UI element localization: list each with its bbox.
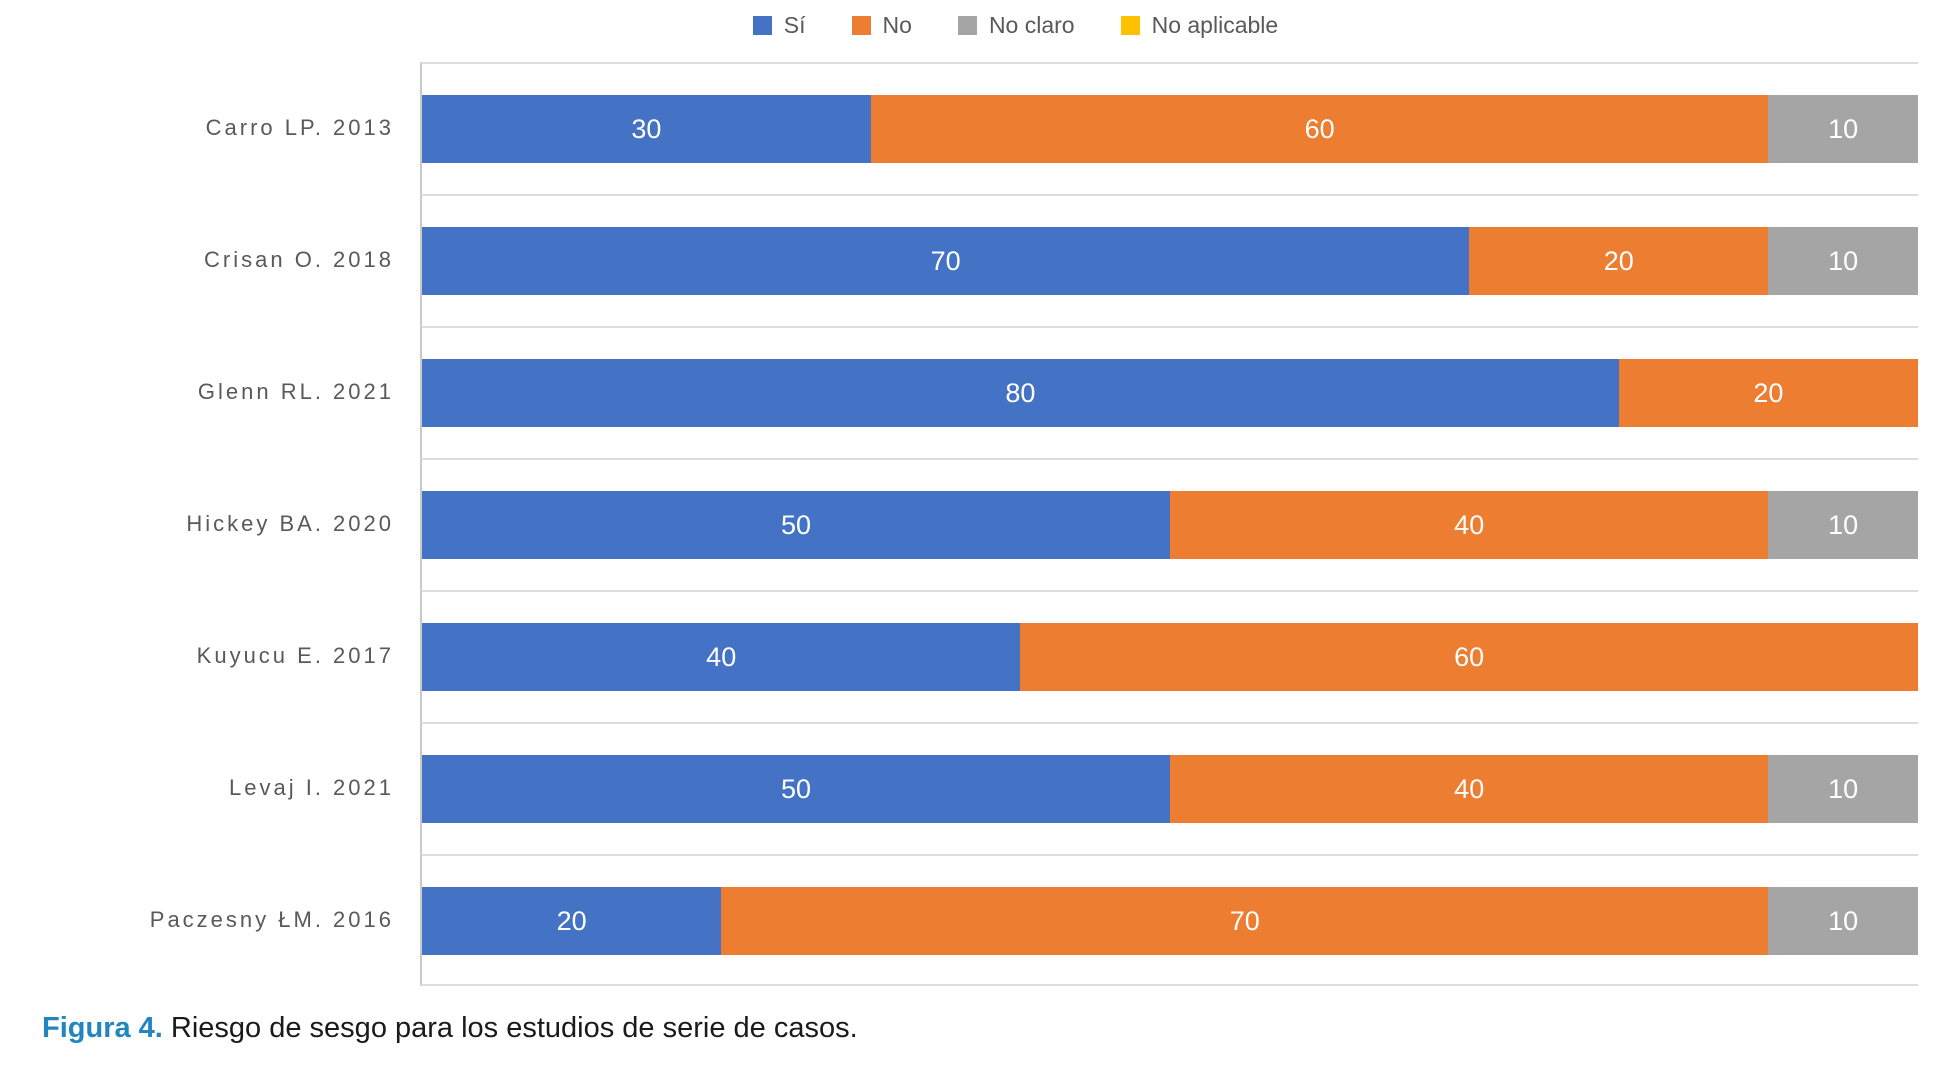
chart-row: Crisan O. 2018 70 20 10 — [0, 194, 1918, 326]
bar-segment-no: 20 — [1618, 359, 1918, 427]
bar-segment-no: 20 — [1469, 227, 1769, 295]
bar-value-label: 10 — [1828, 773, 1859, 804]
bar-segment-no: 70 — [721, 887, 1769, 955]
bar-segment-no-claro: 10 — [1768, 95, 1918, 163]
category-label: Kuyucu E. 2017 — [196, 643, 394, 668]
bar-track: 50 40 10 — [420, 722, 1918, 854]
stacked-bar: 30 60 10 — [422, 95, 1918, 163]
legend-item-si: Sí — [752, 12, 806, 39]
bar-track: 50 40 10 — [420, 458, 1918, 590]
stacked-bar: 20 70 10 — [422, 887, 1918, 955]
category-label: Carro LP. 2013 — [205, 115, 394, 140]
bar-track: 70 20 10 — [420, 194, 1918, 326]
stacked-bar: 50 40 10 — [422, 491, 1918, 559]
category-label: Crisan O. 2018 — [204, 247, 394, 272]
bar-track: 80 20 — [420, 326, 1918, 458]
bar-value-label: 80 — [1005, 377, 1036, 408]
bar-value-label: 40 — [706, 641, 737, 672]
figure-caption-text: Riesgo de sesgo para los estudios de ser… — [162, 1012, 858, 1044]
bar-segment-si: 70 — [422, 227, 1470, 295]
legend-label-no: No — [882, 12, 912, 38]
bar-value-label: 20 — [1753, 377, 1784, 408]
stacked-bar: 50 40 10 — [422, 755, 1918, 823]
bar-value-label: 30 — [631, 113, 662, 144]
figure-caption-label: Figura 4. — [42, 1012, 163, 1044]
bar-segment-si: 20 — [422, 887, 722, 955]
chart-row: Kuyucu E. 2017 40 60 — [0, 590, 1918, 722]
stacked-bar: 80 20 — [422, 359, 1918, 427]
category-label: Hickey BA. 2020 — [186, 511, 394, 536]
stacked-bar-chart: Carro LP. 2013 30 60 10 Crisan O. 2018 70 20 10… — [0, 62, 1918, 986]
bar-value-label: 10 — [1828, 245, 1859, 276]
chart-row: Hickey BA. 2020 50 40 10 — [0, 458, 1918, 590]
bar-track: 40 60 — [420, 590, 1918, 722]
bar-segment-no-claro: 10 — [1768, 755, 1918, 823]
bar-segment-si: 50 — [422, 755, 1170, 823]
bar-segment-si: 50 — [422, 491, 1170, 559]
bar-value-label: 40 — [1454, 509, 1485, 540]
bar-value-label: 50 — [780, 509, 812, 540]
legend-swatch-no-aplicable-icon — [1120, 16, 1140, 35]
stacked-bar: 40 60 — [422, 623, 1918, 691]
bar-segment-no: 40 — [1170, 491, 1769, 559]
category-label: Glenn RL. 2021 — [197, 379, 394, 404]
figure-caption: Figura 4. Riesgo de sesgo para los estud… — [42, 1012, 858, 1045]
bar-value-label: 70 — [1229, 905, 1260, 936]
category-label: Paczesny ŁM. 2016 — [149, 907, 394, 932]
bar-segment-no: 60 — [1020, 623, 1918, 691]
bar-value-label: 20 — [556, 905, 587, 936]
bar-segment-si: 80 — [422, 359, 1619, 427]
bar-segment-no-claro: 10 — [1768, 227, 1918, 295]
chart-rows: Carro LP. 2013 30 60 10 Crisan O. 2018 70 20 10… — [0, 62, 1918, 986]
bar-value-label: 20 — [1603, 245, 1634, 276]
category-label: Levaj I. 2021 — [229, 775, 394, 800]
bar-segment-no: 60 — [870, 95, 1769, 163]
chart-legend: Sí No No claro No aplicable — [44, 12, 1943, 39]
legend-label-no-claro: No claro — [988, 12, 1075, 38]
chart-row: Levaj I. 2021 50 40 10 — [0, 722, 1918, 854]
chart-row: Paczesny ŁM. 2016 20 70 10 — [0, 854, 1918, 986]
legend-swatch-si-icon — [752, 16, 772, 35]
legend-swatch-no-icon — [851, 16, 871, 35]
bar-value-label: 10 — [1828, 905, 1859, 936]
bar-value-label: 60 — [1454, 641, 1485, 672]
bar-value-label: 40 — [1454, 773, 1485, 804]
bar-value-label: 70 — [930, 245, 961, 276]
bar-value-label: 10 — [1828, 509, 1859, 540]
bar-value-label: 10 — [1828, 113, 1859, 144]
bar-track: 20 70 10 — [420, 854, 1918, 986]
legend-label-no-aplicable: No aplicable — [1151, 12, 1279, 38]
bar-value-label: 50 — [780, 773, 812, 804]
legend-item-no-claro: No claro — [957, 12, 1075, 39]
bar-segment-no-claro: 10 — [1768, 887, 1918, 955]
bar-segment-si: 40 — [422, 623, 1021, 691]
legend-swatch-no-claro-icon — [957, 16, 977, 35]
chart-row: Carro LP. 2013 30 60 10 — [0, 62, 1918, 194]
chart-row: Glenn RL. 2021 80 20 — [0, 326, 1918, 458]
bar-value-label: 60 — [1304, 113, 1335, 144]
bar-track: 30 60 10 — [420, 62, 1918, 194]
bar-segment-no-claro: 10 — [1768, 491, 1918, 559]
bar-segment-no: 40 — [1170, 755, 1769, 823]
legend-item-no: No — [851, 12, 912, 39]
stacked-bar: 70 20 10 — [422, 227, 1918, 295]
legend-item-no-aplicable: No aplicable — [1120, 12, 1279, 39]
bar-segment-si: 30 — [422, 95, 871, 163]
legend-label-si: Sí — [783, 12, 806, 38]
